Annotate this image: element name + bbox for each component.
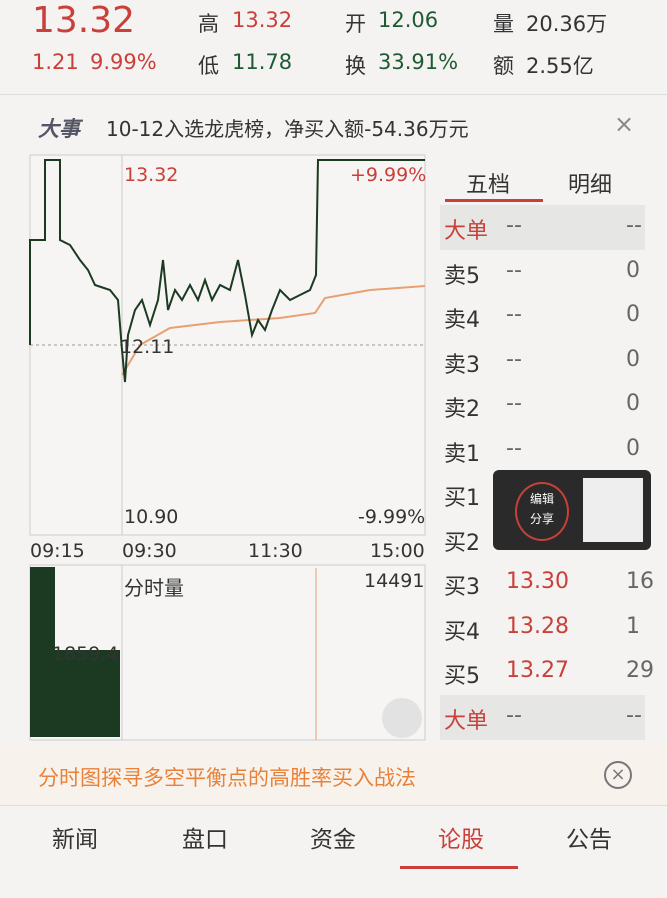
value: 13.32: [232, 8, 293, 32]
row-price: --: [506, 391, 522, 416]
row-label: 买1: [444, 486, 480, 511]
nav-item[interactable]: 论股: [438, 827, 484, 853]
row-price: 13.30: [506, 569, 569, 594]
row-qty: 0: [626, 391, 640, 416]
row-label: 买3: [444, 575, 480, 600]
pct-bottom: -9.99%: [358, 506, 426, 528]
value: 11.78: [232, 50, 293, 74]
news-text[interactable]: 10-12入选龙虎榜，净买入额-54.36万元: [106, 117, 469, 141]
label: 换: [345, 54, 366, 78]
tab[interactable]: 明细: [568, 173, 613, 198]
nav-item[interactable]: 公告: [566, 827, 612, 853]
row-price: 13.28: [506, 613, 569, 639]
nav-indicator: [400, 866, 518, 869]
time: 09:15: [30, 540, 85, 562]
volume-max: 14491: [364, 570, 425, 592]
order-row: 卖3 -- 0: [440, 339, 645, 384]
change: 1.21: [32, 50, 79, 74]
row-price: --: [506, 257, 522, 283]
row-label: 卖5: [444, 263, 480, 289]
time: 11:30: [248, 540, 303, 562]
tab-indicator: [445, 199, 543, 202]
banner-text[interactable]: 分时图探寻多空平衡点的高胜率买入战法: [38, 766, 416, 790]
order-row: 买2: [440, 517, 645, 562]
row-price: --: [506, 435, 522, 461]
price: 13.32: [32, 0, 136, 41]
row-qty: 0: [626, 302, 640, 327]
order-row: 买4 13.28 1: [440, 606, 645, 651]
order-row: 卖5 -- 0: [440, 250, 645, 295]
order-row: 买3 13.30 16: [440, 561, 654, 606]
order-row: 买1: [440, 472, 645, 517]
row-price: --: [506, 213, 522, 238]
time: 15:00: [370, 540, 425, 562]
row-price: --: [506, 302, 522, 327]
row-qty: 16: [626, 569, 654, 594]
pct-top: +9.99%: [350, 164, 427, 186]
change-pct: 9.99%: [90, 50, 157, 74]
row-label: 大单: [444, 708, 489, 734]
row-qty: 0: [626, 435, 640, 461]
row-qty: 1: [626, 613, 640, 639]
row-label: 买2: [444, 530, 480, 556]
order-row: 卖2 -- 0: [440, 383, 645, 428]
order-row: 卖1 -- 0: [440, 428, 645, 473]
nav-bar: [0, 805, 667, 871]
label: 额: [493, 54, 514, 78]
value: 33.91%: [378, 50, 459, 74]
value: 2.55亿: [526, 54, 594, 78]
order-row: 大单 -- --: [440, 694, 645, 740]
row-label: 卖4: [444, 308, 480, 333]
row-qty: 29: [626, 658, 654, 683]
row-price: 13.27: [506, 658, 569, 683]
value: 12.06: [378, 8, 439, 32]
row-label: 买4: [444, 619, 480, 645]
news-tag: 大事: [38, 117, 80, 141]
close-button[interactable]: ×: [614, 110, 635, 138]
share-text: 分享: [529, 512, 554, 526]
order-row: 大单 -- --: [440, 205, 645, 250]
row-qty: 0: [626, 257, 640, 283]
thumbnail: [583, 478, 643, 542]
tab[interactable]: 五档: [466, 173, 511, 198]
order-row: 卖4 -- 0: [440, 294, 645, 339]
row-label: 大单: [444, 219, 489, 244]
float-panel[interactable]: 编辑 分享: [493, 470, 651, 550]
time: 09:30: [122, 540, 177, 562]
row-label: 卖1: [444, 441, 480, 467]
label: 量: [493, 12, 514, 36]
nav-item[interactable]: 资金: [310, 827, 356, 853]
label: 高: [198, 12, 219, 36]
price-mid: 12.11: [120, 336, 175, 358]
divider: [0, 94, 667, 95]
share-button[interactable]: 编辑 分享: [515, 482, 569, 541]
nav-item[interactable]: 新闻: [52, 827, 98, 853]
row-qty: 0: [626, 346, 640, 372]
row-price: --: [506, 346, 522, 372]
label: 低: [198, 54, 219, 78]
intraday-chart: [29, 154, 426, 741]
order-row: 买5 13.27 29: [440, 650, 654, 695]
row-label: 卖2: [444, 397, 480, 422]
price-bottom: 10.90: [124, 506, 179, 528]
share-text: 编辑: [529, 492, 554, 506]
row-label: 卖3: [444, 352, 480, 378]
row-label: 买5: [444, 664, 480, 689]
volume-title: 分时量: [124, 576, 184, 600]
value: 20.36万: [526, 12, 608, 36]
label: 开: [345, 12, 366, 36]
row-qty: --: [626, 702, 642, 728]
price-top: 13.32: [124, 164, 179, 186]
banner-close[interactable]: ×: [604, 761, 632, 789]
row-qty: --: [626, 213, 642, 238]
banner[interactable]: [0, 745, 667, 805]
row-price: --: [506, 702, 522, 728]
nav-item[interactable]: 盘口: [182, 827, 228, 853]
volume-mark: 1859.4: [52, 643, 119, 665]
